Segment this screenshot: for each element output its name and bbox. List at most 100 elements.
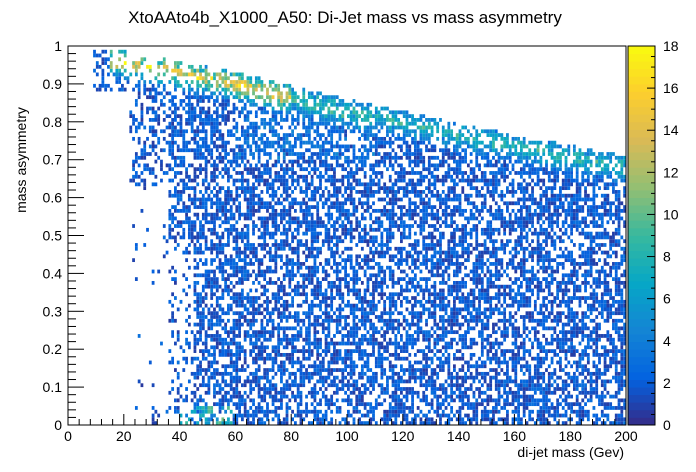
heatmap-cell [263, 118, 267, 122]
heatmap-cell [252, 349, 255, 353]
heatmap-cell [293, 136, 297, 141]
heatmap-cell [413, 212, 417, 217]
heatmap-cell [347, 254, 350, 259]
heatmap-cell [207, 352, 211, 357]
heatmap-cell [338, 114, 342, 119]
heatmap-cell [380, 265, 384, 270]
heatmap-cell [313, 106, 317, 111]
heatmap-cell [324, 239, 328, 244]
heatmap-cell [288, 148, 292, 153]
heatmap-cell [210, 91, 214, 96]
heatmap-cell [229, 193, 233, 198]
heatmap-cell [221, 337, 225, 342]
heatmap-cell [146, 110, 149, 115]
heatmap-cell [358, 220, 361, 225]
heatmap-cell [363, 224, 367, 228]
heatmap-cell [302, 322, 306, 327]
heatmap-cell [215, 265, 219, 270]
heatmap-cell [277, 212, 281, 217]
heatmap-cell [193, 406, 197, 410]
heatmap-cell [257, 216, 261, 221]
heatmap-cell [316, 239, 320, 244]
heatmap-cell [327, 341, 331, 346]
heatmap-cell [280, 193, 283, 198]
heatmap-cell [204, 349, 208, 353]
heatmap-cell [238, 269, 241, 274]
heatmap-cell [176, 334, 180, 338]
heatmap-cell [330, 371, 334, 376]
heatmap-cell [280, 368, 283, 372]
heatmap-cell [204, 208, 208, 213]
heatmap-cell [305, 208, 308, 213]
heatmap-cell [408, 421, 412, 425]
heatmap-cell [254, 330, 258, 335]
heatmap-cell [397, 345, 401, 350]
heatmap-cell [266, 136, 269, 141]
heatmap-cell [310, 246, 314, 251]
heatmap-cell [224, 258, 228, 263]
heatmap-cell [299, 273, 303, 278]
heatmap-cell [319, 193, 322, 198]
heatmap-cell [330, 341, 334, 346]
heatmap-cell [182, 148, 186, 153]
heatmap-cell [341, 258, 345, 263]
heatmap-cell [377, 341, 381, 346]
heatmap-cell [285, 368, 289, 372]
heatmap-cell [341, 360, 345, 365]
heatmap-cell [260, 220, 264, 225]
heatmap-cell [419, 174, 423, 179]
heatmap-cell [277, 159, 281, 164]
heatmap-cell [277, 140, 281, 145]
heatmap-cell [210, 216, 214, 221]
heatmap-cell [402, 178, 406, 183]
heatmap-cell [165, 140, 169, 145]
heatmap-cell [386, 186, 389, 191]
heatmap-cell [416, 265, 420, 270]
heatmap-cell [232, 360, 236, 365]
heatmap-cell [347, 121, 350, 126]
heatmap-cell [249, 326, 253, 331]
heatmap-cell [210, 212, 214, 217]
heatmap-cell [215, 136, 219, 141]
heatmap-cell [355, 171, 359, 175]
heatmap-cell [372, 383, 375, 388]
heatmap-cell [263, 292, 267, 297]
heatmap-cell [333, 352, 336, 357]
heatmap-cell [408, 155, 412, 160]
heatmap-cell [213, 375, 216, 380]
heatmap-cell [333, 102, 336, 107]
heatmap-cell [347, 364, 350, 369]
heatmap-cell [227, 352, 230, 357]
heatmap-cell [213, 258, 216, 263]
heatmap-cell [358, 390, 361, 395]
heatmap-cell [277, 144, 281, 149]
heatmap-cell [238, 231, 241, 236]
heatmap-cell [324, 345, 328, 350]
heatmap-cell [280, 341, 283, 346]
heatmap-cell [196, 387, 200, 391]
heatmap-cell [338, 144, 342, 149]
heatmap-cell [411, 136, 414, 141]
heatmap-cell [355, 220, 359, 225]
heatmap-cell [115, 64, 119, 69]
heatmap-cell [291, 299, 294, 304]
heatmap-cell [363, 125, 367, 130]
heatmap-cell [374, 121, 378, 126]
heatmap-cell [199, 417, 202, 422]
heatmap-cell [271, 368, 275, 372]
heatmap-cell [146, 227, 149, 232]
heatmap-cell [277, 83, 281, 88]
heatmap-cell [316, 356, 320, 361]
heatmap-cell [196, 341, 200, 346]
heatmap-cell [260, 163, 264, 168]
heatmap-cell [394, 383, 398, 388]
heatmap-cell [235, 402, 239, 407]
heatmap-cell [413, 303, 417, 308]
heatmap-cell [215, 144, 219, 149]
heatmap-cell [363, 235, 367, 240]
heatmap-cell [224, 322, 228, 327]
heatmap-cell [151, 269, 155, 274]
heatmap-cell [280, 208, 283, 213]
heatmap-cell [215, 311, 219, 316]
heatmap-cell [235, 235, 239, 240]
